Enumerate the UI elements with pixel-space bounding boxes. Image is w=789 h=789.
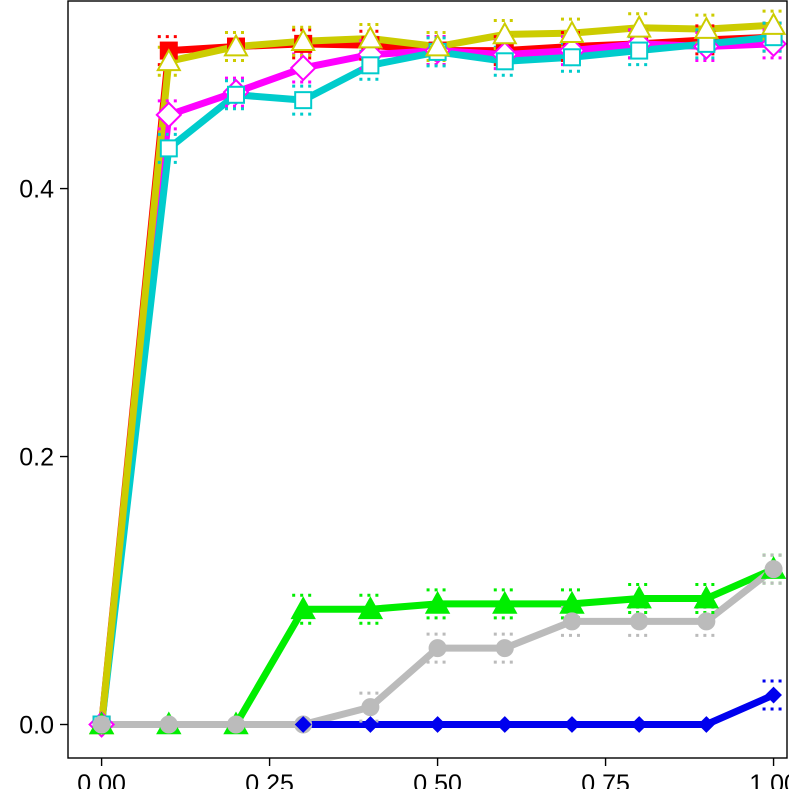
plot-frame [67,0,788,759]
x-tick-label: 0.25 [245,770,294,789]
data-point [226,715,245,734]
data-point [495,639,514,658]
data-point [424,33,451,57]
error-bars [157,9,785,723]
data-point [630,716,648,733]
data-point [630,41,649,60]
x-tick-label: 0.75 [581,770,630,789]
series-lines [98,21,778,729]
y-tick-label: 0.2 [19,444,54,472]
data-point [290,28,316,51]
data-point [361,56,380,75]
y-tick-label: 0.0 [19,712,54,740]
data-point [290,596,316,620]
data-point [294,91,313,110]
data-point [429,716,446,733]
data-point [760,12,787,35]
data-point [693,16,720,39]
data-point [492,590,518,614]
data-point [428,639,447,658]
data-point [357,25,384,49]
data-point [630,612,649,631]
data-point [223,33,249,57]
data-point [693,585,720,609]
data-point [626,14,652,38]
data-point [226,85,245,104]
data-point [697,716,715,733]
data-point [764,560,783,579]
x-tick-label: 0.50 [413,770,462,789]
x-tick-label: 0.00 [77,770,126,789]
data-point [559,20,585,43]
data-point [492,21,518,45]
data-point [155,101,183,129]
y-tick-label: 0.4 [19,176,54,204]
series-6-line [299,691,778,729]
data-point [424,590,451,614]
data-point [495,52,514,71]
series-markers [88,12,787,738]
data-point [361,716,379,733]
data-point [159,139,178,158]
x-tick-label: 1.00 [749,770,789,789]
data-point [562,48,581,67]
data-point [361,698,380,717]
data-point [92,715,111,734]
data-point [289,54,317,82]
data-point [156,48,182,72]
data-point [496,716,514,733]
data-point [563,716,581,733]
data-point [294,716,312,733]
axis-ticks [60,187,775,766]
axis-tick-labels: 0.00 0.25 0.50 0.75 1.00 0.0 0.2 0.4 [19,176,789,789]
data-point [765,686,782,704]
data-point [159,715,178,734]
data-point [697,612,716,631]
data-point [357,596,384,620]
data-point [562,612,581,631]
data-point [626,585,652,609]
